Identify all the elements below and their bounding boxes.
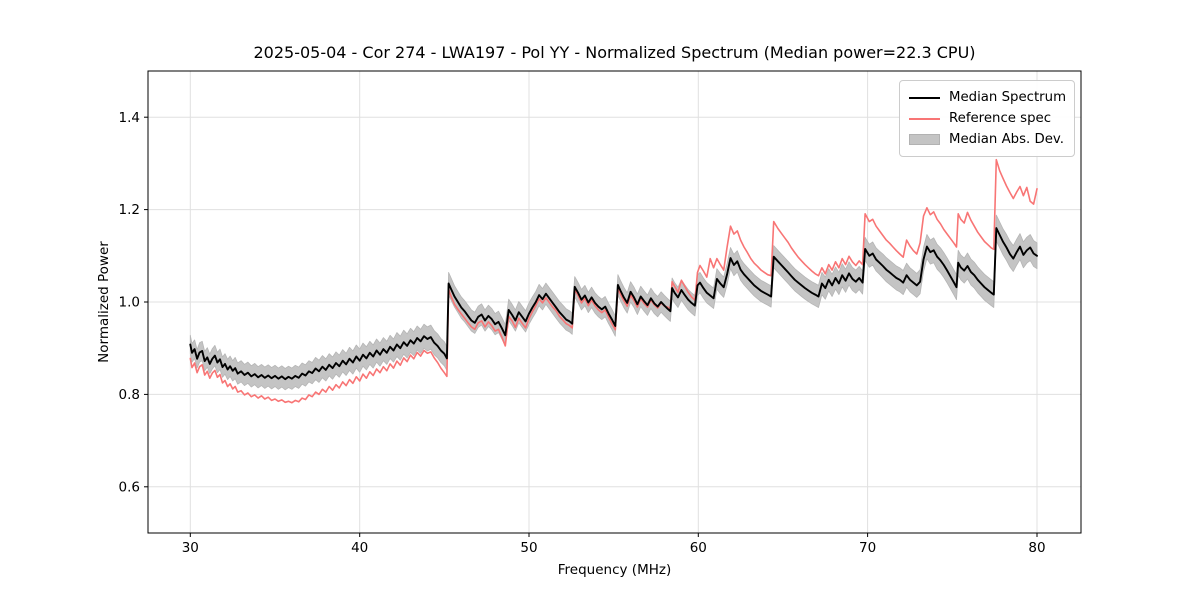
median-line-swatch-icon bbox=[909, 96, 940, 99]
x-axis-label: Frequency (MHz) bbox=[557, 562, 672, 578]
legend-item-reference-spec: Reference spec bbox=[909, 108, 1066, 129]
x-tick-label: 40 bbox=[351, 540, 368, 556]
legend-item-median-spectrum: Median Spectrum bbox=[909, 87, 1066, 108]
x-tick-label: 80 bbox=[1028, 540, 1045, 556]
legend: Median Spectrum Reference spec Median Ab… bbox=[899, 80, 1075, 157]
legend-item-median-abs-dev: Median Abs. Dev. bbox=[909, 129, 1066, 150]
y-tick-label: 1.0 bbox=[119, 295, 140, 311]
median-spectrum-line bbox=[189, 227, 1038, 381]
y-tick-label: 1.2 bbox=[119, 202, 140, 218]
y-tick-label: 0.6 bbox=[119, 479, 140, 495]
reference-line-swatch-icon bbox=[909, 117, 940, 120]
x-tick-label: 30 bbox=[182, 540, 199, 556]
x-tick-label: 60 bbox=[690, 540, 707, 556]
reference-spec-line bbox=[189, 158, 1038, 404]
chart-title: 2025-05-04 - Cor 274 - LWA197 - Pol YY -… bbox=[253, 43, 976, 62]
x-tick-label: 70 bbox=[859, 540, 876, 556]
legend-label: Median Spectrum bbox=[949, 90, 1067, 105]
y-tick-label: 1.4 bbox=[119, 110, 140, 126]
legend-label: Reference spec bbox=[949, 111, 1052, 126]
y-tick-label: 0.8 bbox=[119, 387, 140, 403]
mad-patch-swatch-icon bbox=[909, 134, 940, 145]
legend-label: Median Abs. Dev. bbox=[949, 132, 1064, 147]
y-axis-label: Normalized Power bbox=[96, 241, 112, 363]
x-tick-label: 50 bbox=[520, 540, 537, 556]
